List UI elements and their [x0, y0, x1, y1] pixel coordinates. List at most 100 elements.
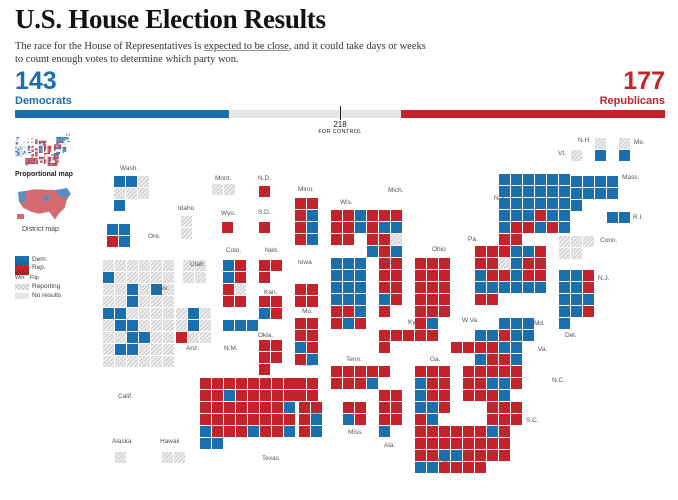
district-tile[interactable]	[523, 246, 534, 257]
district-tile[interactable]	[343, 414, 354, 425]
district-tile[interactable]	[511, 402, 522, 413]
district-tile[interactable]	[535, 210, 546, 221]
district-tile[interactable]	[188, 308, 199, 319]
district-tile[interactable]	[114, 176, 125, 187]
district-tile[interactable]	[259, 340, 270, 351]
district-tile[interactable]	[583, 188, 594, 199]
district-tile[interactable]	[415, 402, 426, 413]
district-tile[interactable]	[299, 426, 310, 437]
district-tile[interactable]	[559, 270, 570, 281]
district-tile[interactable]	[103, 344, 114, 355]
district-tile[interactable]	[163, 308, 174, 319]
district-tile[interactable]	[379, 306, 390, 317]
district-tile[interactable]	[195, 272, 206, 283]
district-tile[interactable]	[559, 248, 570, 259]
district-tile[interactable]	[391, 282, 402, 293]
district-tile[interactable]	[284, 414, 295, 425]
district-tile[interactable]	[200, 308, 211, 319]
district-tile[interactable]	[212, 378, 223, 389]
district-tile[interactable]	[391, 294, 402, 305]
district-tile[interactable]	[559, 282, 570, 293]
district-tile[interactable]	[595, 188, 606, 199]
district-tile[interactable]	[260, 426, 271, 437]
district-tile[interactable]	[523, 330, 534, 341]
district-tile[interactable]	[391, 390, 402, 401]
district-tile[interactable]	[295, 390, 306, 401]
state-md[interactable]	[499, 318, 534, 353]
district-tile[interactable]	[559, 236, 570, 247]
state-kan[interactable]	[259, 296, 282, 319]
district-tile[interactable]	[224, 390, 235, 401]
district-tile[interactable]	[212, 402, 223, 413]
state-w-va[interactable]	[451, 342, 474, 353]
district-tile[interactable]	[295, 378, 306, 389]
district-tile[interactable]	[475, 330, 486, 341]
state-wis[interactable]	[331, 210, 366, 245]
district-tile[interactable]	[511, 270, 522, 281]
district-tile[interactable]	[463, 378, 474, 389]
district-tile[interactable]	[367, 222, 378, 233]
district-tile[interactable]	[391, 234, 402, 245]
district-tile[interactable]	[379, 342, 390, 353]
district-tile[interactable]	[115, 356, 126, 367]
district-tile[interactable]	[195, 260, 206, 271]
district-tile[interactable]	[427, 426, 438, 437]
district-tile[interactable]	[619, 212, 630, 223]
district-tile[interactable]	[223, 260, 234, 271]
district-tile[interactable]	[547, 198, 558, 209]
district-tile[interactable]	[511, 174, 522, 185]
district-tile[interactable]	[619, 138, 630, 149]
district-tile[interactable]	[559, 306, 570, 317]
state-n-y[interactable]	[499, 174, 570, 245]
district-tile[interactable]	[475, 462, 486, 473]
district-tile[interactable]	[224, 414, 235, 425]
district-tile[interactable]	[487, 330, 498, 341]
district-tile[interactable]	[523, 186, 534, 197]
district-tile[interactable]	[559, 222, 570, 233]
district-tile[interactable]	[115, 284, 126, 295]
state-alaska[interactable]	[115, 452, 126, 463]
state-ore[interactable]	[107, 224, 130, 247]
district-tile[interactable]	[103, 260, 114, 271]
district-tile[interactable]	[571, 306, 582, 317]
district-tile[interactable]	[307, 354, 318, 365]
state-ariz[interactable]	[176, 308, 211, 343]
district-tile[interactable]	[224, 426, 235, 437]
district-tile[interactable]	[259, 308, 270, 319]
district-tile[interactable]	[535, 246, 546, 257]
district-tile[interactable]	[379, 294, 390, 305]
district-tile[interactable]	[499, 342, 510, 353]
district-tile[interactable]	[463, 438, 474, 449]
district-tile[interactable]	[499, 270, 510, 281]
district-tile[interactable]	[487, 402, 498, 413]
district-tile[interactable]	[127, 344, 138, 355]
district-tile[interactable]	[235, 320, 246, 331]
district-tile[interactable]	[259, 272, 270, 283]
district-tile[interactable]	[367, 246, 378, 257]
district-tile[interactable]	[114, 188, 125, 199]
district-tile[interactable]	[247, 320, 258, 331]
district-tile[interactable]	[200, 438, 211, 449]
district-tile[interactable]	[559, 318, 570, 329]
district-tile[interactable]	[439, 390, 450, 401]
district-tile[interactable]	[487, 390, 498, 401]
district-tile[interactable]	[547, 186, 558, 197]
district-tile[interactable]	[583, 270, 594, 281]
district-tile[interactable]	[499, 438, 510, 449]
district-tile[interactable]	[379, 402, 390, 413]
district-tile[interactable]	[487, 450, 498, 461]
district-tile[interactable]	[343, 282, 354, 293]
proportional-map-label[interactable]: Proportional map	[15, 171, 73, 178]
district-tile[interactable]	[355, 366, 366, 377]
district-tile[interactable]	[126, 176, 137, 187]
district-tile[interactable]	[583, 294, 594, 305]
district-tile[interactable]	[403, 330, 414, 341]
district-tile[interactable]	[235, 284, 246, 295]
district-tile[interactable]	[535, 270, 546, 281]
state-texas[interactable]	[200, 378, 295, 449]
district-tile[interactable]	[415, 438, 426, 449]
district-tile[interactable]	[415, 258, 426, 269]
district-map-label[interactable]: District map	[22, 226, 59, 233]
district-tile[interactable]	[367, 366, 378, 377]
district-tile[interactable]	[547, 210, 558, 221]
